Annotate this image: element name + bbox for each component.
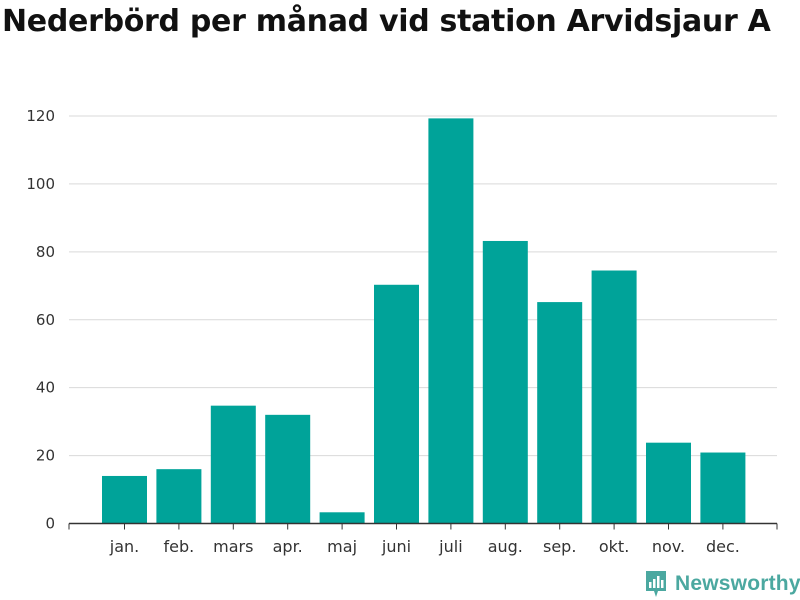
bar-7: [482, 240, 528, 524]
newsworthy-logo-icon: [646, 571, 666, 597]
bar-0: [102, 475, 147, 524]
bar-9: [591, 270, 637, 524]
y-tick-label: 60: [36, 311, 55, 329]
y-tick-label: 80: [36, 243, 55, 261]
bar-3: [265, 414, 311, 524]
x-tick-label: apr.: [273, 537, 303, 556]
x-tick-label: jan.: [109, 537, 139, 556]
x-tick-label: feb.: [164, 537, 195, 556]
y-tick-label: 20: [36, 447, 55, 465]
bar-2: [210, 405, 256, 524]
gridlines: [69, 115, 777, 457]
x-tick-label: sep.: [543, 537, 576, 556]
bars: [102, 118, 746, 524]
bar-6: [428, 118, 474, 524]
y-tick-label: 120: [26, 107, 55, 125]
x-tick-label: okt.: [599, 537, 629, 556]
y-tick-label: 100: [26, 175, 55, 193]
x-tick-label: dec.: [706, 537, 740, 556]
x-tick-label: juni: [381, 537, 411, 556]
bar-8: [537, 302, 583, 524]
x-tick-label: mars: [213, 537, 253, 556]
brand-logo: Newsworthy: [644, 569, 800, 599]
y-tick-label: 40: [36, 379, 55, 397]
chart-title: Nederbörd per månad vid station Arvidsja…: [2, 4, 771, 39]
x-tick-label: aug.: [488, 537, 523, 556]
bar-4: [319, 512, 365, 524]
bar-10: [646, 442, 691, 524]
bar-5: [374, 284, 419, 524]
y-tick-label: 0: [45, 515, 55, 533]
y-axis-ticks: 0 20 40 60 80 100 120: [26, 107, 55, 533]
bar-11: [700, 452, 746, 524]
x-axis-ticks: jan. feb. mars apr. maj juni juli aug. sep. okt. n…: [68, 523, 778, 556]
x-tick-label: nov.: [652, 537, 685, 556]
bar-1: [156, 469, 202, 524]
x-tick-label: maj: [327, 537, 357, 556]
x-tick-label: juli: [438, 537, 462, 556]
brand-name: Newsworthy: [675, 572, 800, 595]
